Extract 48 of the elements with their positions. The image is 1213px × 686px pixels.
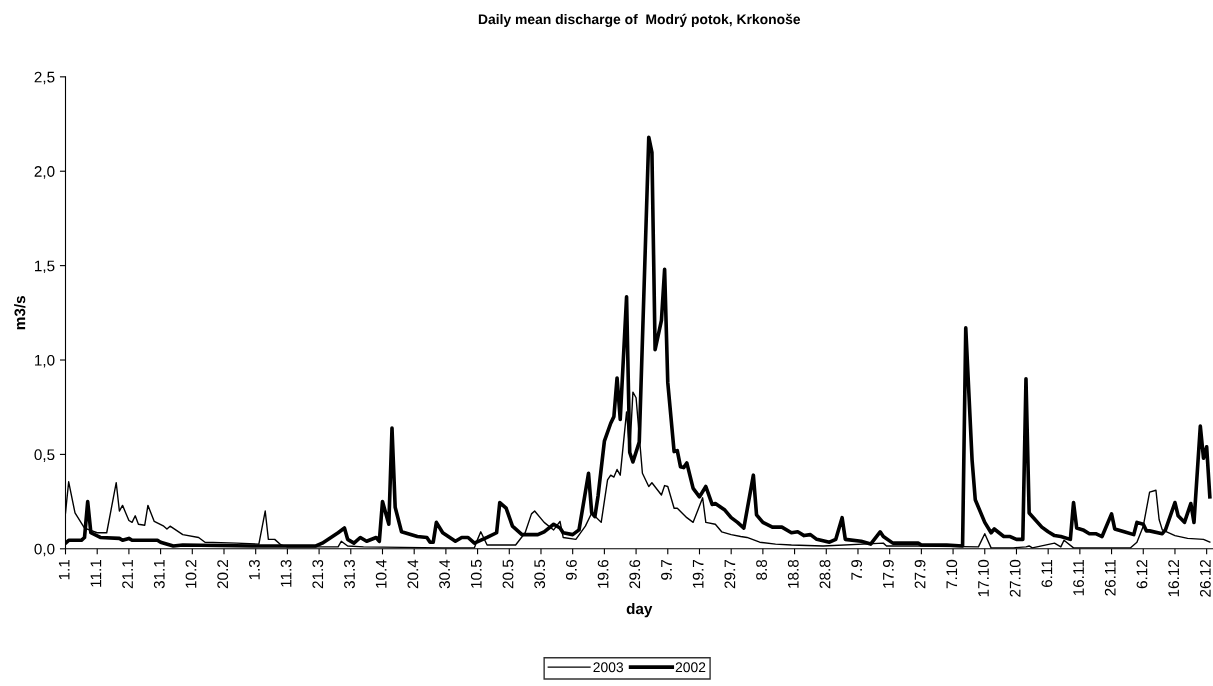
x-tick-label: 16.11 xyxy=(1073,559,1084,596)
x-tick-label: 9.6 xyxy=(565,559,577,580)
x-tick-label: 10.5 xyxy=(470,559,482,588)
x-tick-label: 31.3 xyxy=(344,559,355,589)
legend-label: 2003 xyxy=(593,662,624,673)
x-tick-label: 19.6 xyxy=(597,559,609,588)
y-tick-label: 0,5 xyxy=(34,449,55,462)
x-tick-label: 1.3 xyxy=(248,559,260,580)
x-tick-label: 1.1 xyxy=(58,559,70,580)
legend-label: 2002 xyxy=(675,662,706,673)
x-tick-label: 31.1 xyxy=(153,559,165,589)
x-tick-label: 30.4 xyxy=(439,559,450,589)
x-tick-label: 8.8 xyxy=(756,559,767,580)
x-tick-label: 21.3 xyxy=(312,559,324,589)
x-tick-label: 29.7 xyxy=(724,559,736,589)
x-tick-label: 7.10 xyxy=(946,559,958,589)
x-tick-label: 20.5 xyxy=(502,559,514,589)
y-tick-label: 2,5 xyxy=(34,71,55,85)
y-tick-label: 1,5 xyxy=(35,260,55,274)
y-tick-label: 1,0 xyxy=(35,354,55,368)
x-tick-label: 6.11 xyxy=(1041,559,1053,588)
x-tick-label: 10.4 xyxy=(375,559,387,588)
x-tick-label: 20.2 xyxy=(217,559,229,589)
x-tick-label: 11.3 xyxy=(280,559,292,587)
x-tick-label: 18.8 xyxy=(787,559,799,588)
x-tick-label: 7.9 xyxy=(851,559,863,580)
chart-title: Daily mean discharge of Modrý potok, Krkonoše xyxy=(478,13,801,27)
x-axis-title: day xyxy=(626,603,653,618)
x-tick-label: 17.9 xyxy=(882,559,894,588)
y-tick-label: 0,0 xyxy=(34,543,55,557)
x-tick-label: 17.10 xyxy=(978,559,989,597)
x-tick-label: 30.5 xyxy=(534,559,546,589)
x-tick-label: 16.12 xyxy=(1168,559,1180,597)
x-tick-label: 27.9 xyxy=(914,559,926,589)
x-tick-label: 28.8 xyxy=(819,559,831,589)
x-tick-label: 26.12 xyxy=(1199,559,1211,597)
y-axis-title: m3/s xyxy=(14,296,26,330)
y-tick-label: 2,0 xyxy=(34,166,55,179)
x-tick-label: 19.7 xyxy=(692,559,704,588)
x-tick-label: 6.12 xyxy=(1136,559,1148,589)
x-tick-label: 26.11 xyxy=(1104,559,1116,596)
x-tick-label: 27.10 xyxy=(1009,559,1021,597)
x-tick-label: 20.4 xyxy=(407,559,419,589)
x-tick-label: 9.7 xyxy=(661,559,672,580)
x-tick-label: 29.6 xyxy=(629,559,641,589)
x-tick-label: 11.1 xyxy=(90,559,102,587)
x-tick-label: 21.1 xyxy=(122,559,133,589)
x-tick-label: 10.2 xyxy=(185,559,197,588)
